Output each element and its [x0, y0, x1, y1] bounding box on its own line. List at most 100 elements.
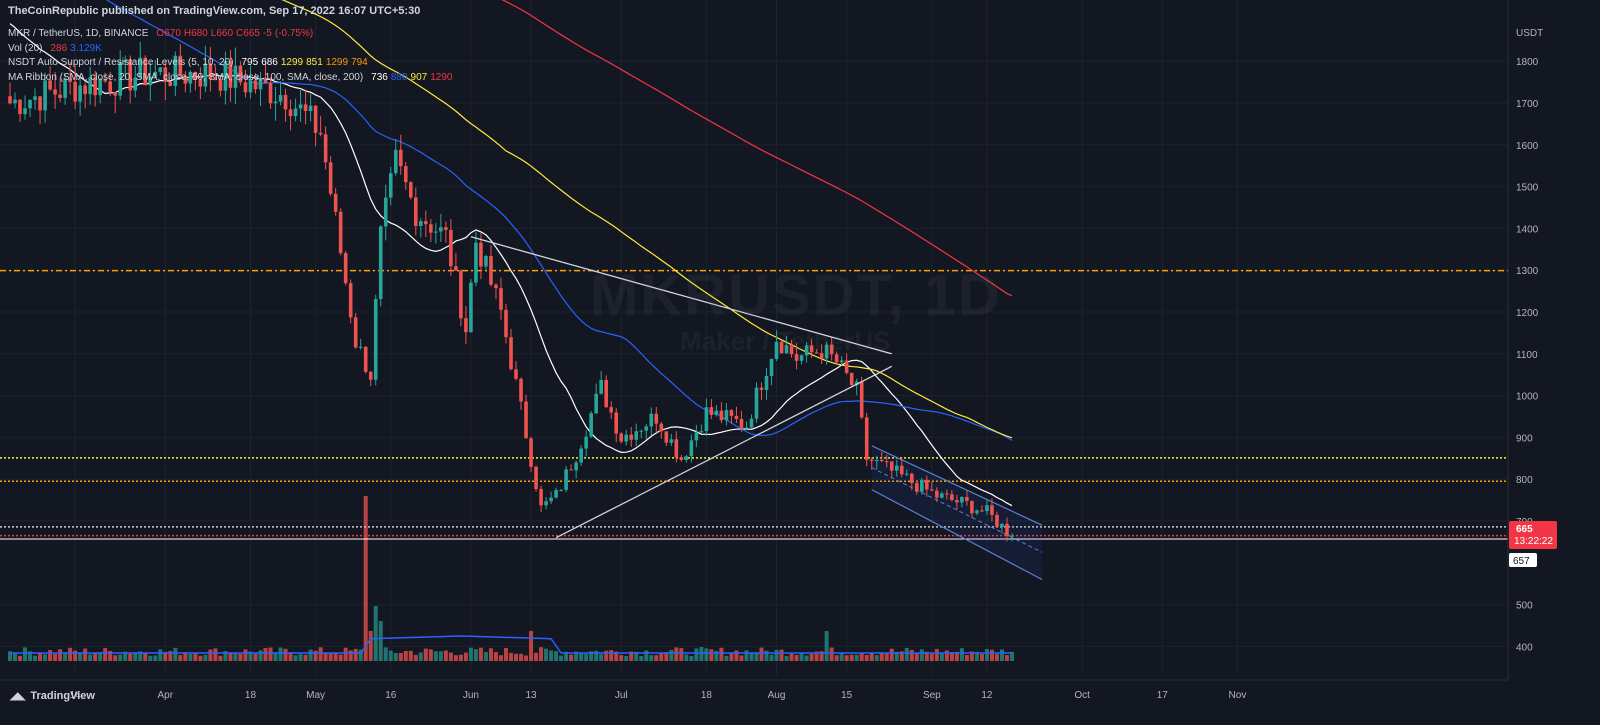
volume-bar [193, 652, 198, 661]
volume-bar [353, 648, 358, 661]
candle-body [965, 496, 969, 501]
candle-body [654, 413, 659, 424]
volume-bar [804, 655, 809, 661]
legend-row-sr-levels[interactable]: NSDT Auto Support / Resistance Levels (5… [8, 56, 452, 71]
candle-body [173, 55, 178, 86]
volume-bar [503, 648, 508, 661]
volume-bar [448, 652, 453, 661]
volume-bar [488, 648, 493, 661]
volume-bar [779, 649, 784, 661]
candle-body [749, 418, 754, 428]
candle-body [854, 381, 859, 385]
legend-row-ma-ribbon[interactable]: MA Ribbon (SMA, close, 20, SMA, close, 5… [8, 71, 452, 86]
volume-bar [539, 647, 544, 661]
candle-body [659, 423, 664, 432]
volume-bar [438, 651, 443, 661]
legend-value: L660 [210, 28, 234, 39]
volume-bar [148, 655, 153, 661]
candle-body [363, 346, 368, 372]
candle-body [910, 473, 914, 483]
candle-body [298, 104, 303, 109]
volume-bar [844, 655, 849, 661]
volume-bar [664, 652, 669, 661]
candle-body [529, 438, 533, 467]
candle-body [945, 493, 949, 495]
candle-body [874, 459, 879, 461]
volume-bar [43, 654, 48, 661]
volume-bar [13, 653, 18, 661]
price-tick-label: 1000 [1516, 392, 1539, 403]
candle-body [524, 401, 528, 439]
candle-body [373, 298, 378, 380]
candle-body [138, 57, 143, 78]
volume-bar [719, 647, 724, 661]
legend-value: 286 [50, 42, 68, 54]
volume-bar [468, 647, 473, 661]
legend-row-volume[interactable]: Vol (20) 286 3.129K [8, 42, 452, 57]
volume-bar [8, 651, 12, 661]
candle-body [879, 459, 884, 462]
volume-bar [674, 647, 679, 661]
name-watermark: Maker / TetherUS [680, 326, 891, 356]
candle-body [689, 440, 694, 457]
volume-bar [128, 653, 133, 661]
candle-body [714, 410, 719, 415]
candle-body [960, 496, 964, 503]
volume-bar [343, 647, 348, 661]
candle-body [263, 77, 268, 84]
candle-body [368, 371, 373, 380]
candle-body [674, 439, 679, 458]
candle-body [123, 60, 128, 63]
volume-bar [874, 655, 879, 661]
volume-bar [88, 654, 93, 661]
candle-body [589, 413, 593, 437]
candle-body [459, 270, 463, 319]
tradingview-logo[interactable]: ◢◣ TradingView [10, 690, 95, 702]
candle-body [930, 489, 934, 491]
candle-body [268, 83, 273, 104]
volume-bar [969, 651, 974, 661]
candle-body [694, 432, 699, 441]
price-tick-label: 1300 [1516, 266, 1539, 277]
publisher-header: TheCoinRepublic published on TradingView… [8, 5, 421, 17]
volume-bar [909, 649, 914, 661]
candle-body [238, 65, 243, 83]
candle-body [704, 407, 709, 432]
volume-bar [589, 651, 594, 661]
volume-bar [759, 647, 764, 661]
candle-body [353, 317, 358, 348]
support-price-badge [1509, 552, 1537, 567]
volume-bar [73, 650, 78, 661]
candle-body [378, 226, 383, 299]
volume-bar [514, 653, 519, 661]
volume-bar [939, 653, 944, 661]
volume-bar [659, 653, 664, 661]
candle-body [509, 337, 513, 370]
volume-bar [704, 648, 709, 661]
volume-bar [373, 606, 378, 661]
volume-bar [258, 650, 263, 661]
candle-body [213, 79, 218, 81]
candle-body [624, 434, 629, 442]
candle-body [569, 469, 573, 471]
candle-body [499, 288, 503, 310]
volume-bar [904, 647, 909, 661]
legend-row-symbol[interactable]: MKR / TetherUS, 1D, BINANCE O670 H680 L660 C… [8, 27, 452, 42]
volume-bar [544, 648, 549, 661]
volume-bar [714, 650, 719, 661]
candle-body [343, 253, 348, 284]
volume-bar [278, 647, 283, 661]
volume-bar [383, 647, 388, 661]
volume-bar [328, 652, 333, 661]
candle-body [504, 309, 508, 338]
volume-bar [654, 655, 659, 661]
legend-ma-values: 736 880 907 1290 [368, 71, 452, 86]
volume-bar [103, 647, 108, 661]
candle-body [864, 417, 869, 460]
price-tick-label: 1200 [1516, 308, 1539, 319]
candle-body [388, 173, 393, 198]
volume-bar [93, 652, 98, 661]
candle-body [218, 79, 223, 91]
volume-bar [929, 653, 934, 661]
